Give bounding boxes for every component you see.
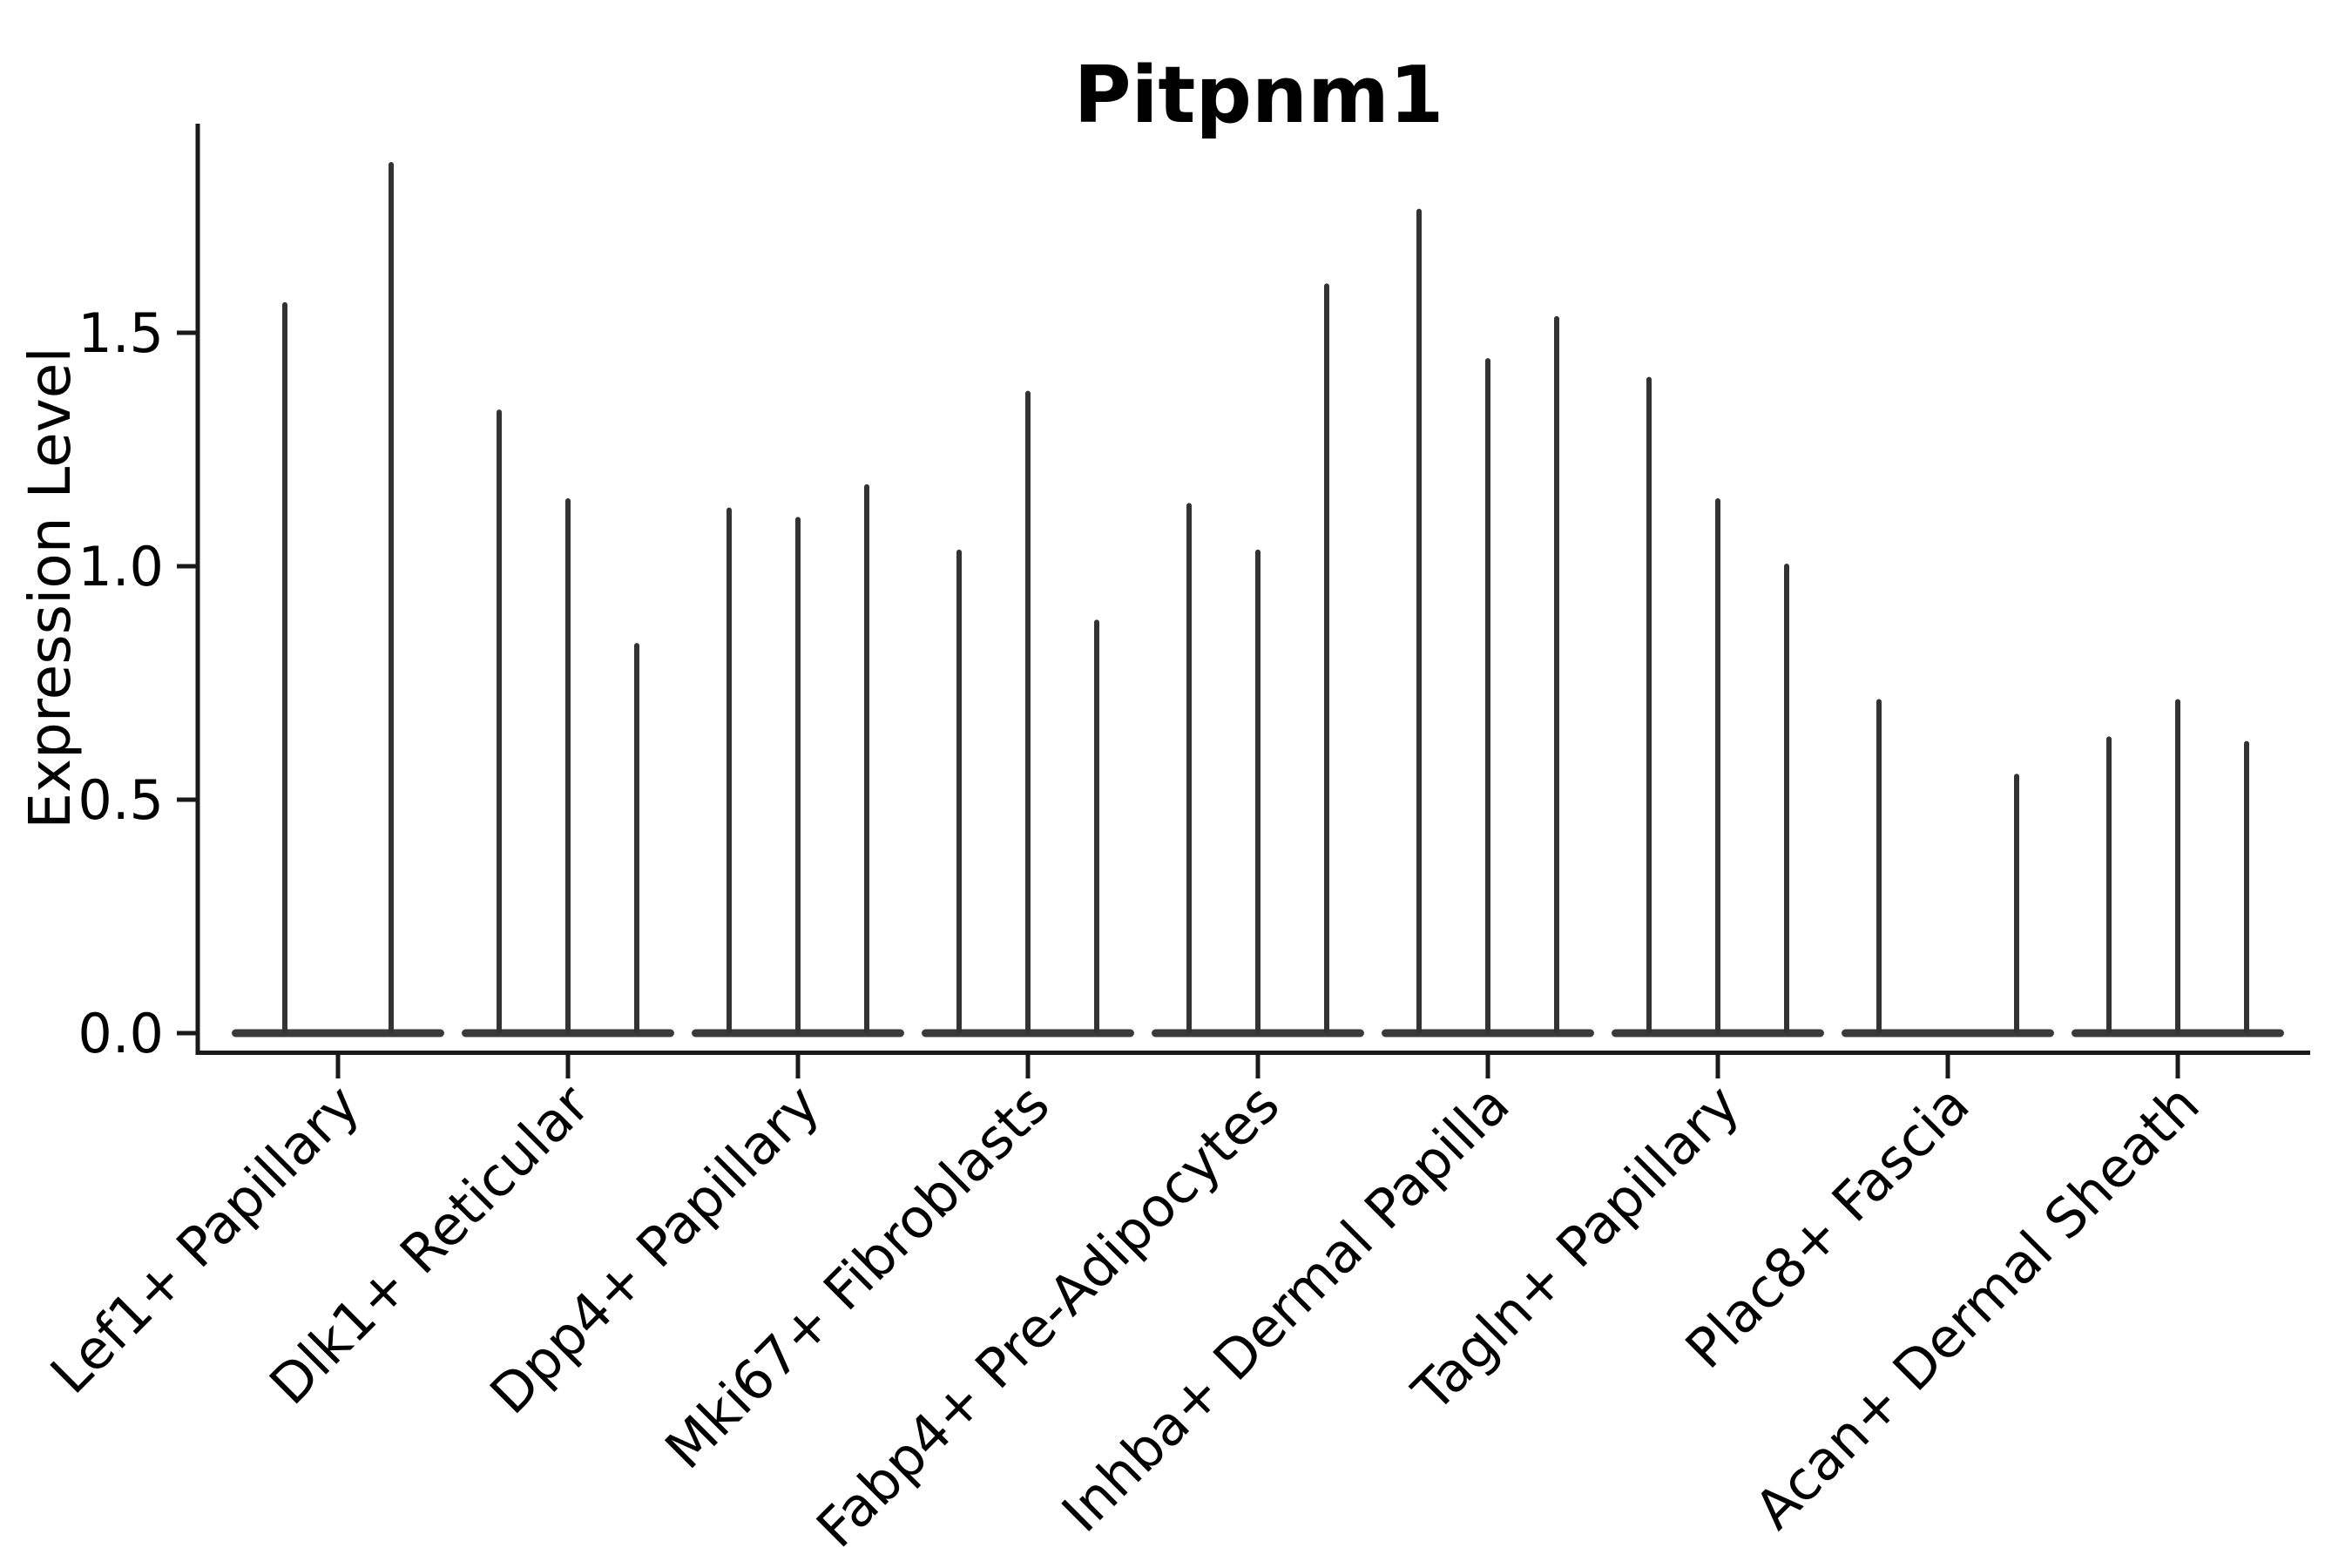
x-tick-label: Inhba+ Dermal Papilla xyxy=(1050,1072,1522,1544)
y-axis-ticks: 0.0 0.5 1.0 1.5 xyxy=(78,301,198,1065)
x-tick-label: Acan+ Dermal Sheath xyxy=(1742,1072,2211,1541)
y-tick-label: 0.0 xyxy=(78,1002,164,1065)
chart-title: Pitpnm1 xyxy=(1074,50,1444,141)
x-tick-label: Fabp4+ Pre-Adipocytes xyxy=(804,1072,1291,1559)
y-tick-label: 1.5 xyxy=(78,301,164,365)
y-tick-label: 1.0 xyxy=(78,535,164,598)
violin-base xyxy=(1842,1029,2054,1037)
x-axis-labels: Lef1+ Papillary Dlk1+ Reticular Dpp4+ Pa… xyxy=(38,1072,2212,1560)
violin-base xyxy=(232,1029,444,1037)
y-axis-label: Expression Level xyxy=(17,347,84,828)
y-tick-label: 0.5 xyxy=(78,768,164,832)
violins-layer xyxy=(232,162,2284,1078)
x-tick-label: Mki67+ Fibroblasts xyxy=(652,1072,1061,1481)
